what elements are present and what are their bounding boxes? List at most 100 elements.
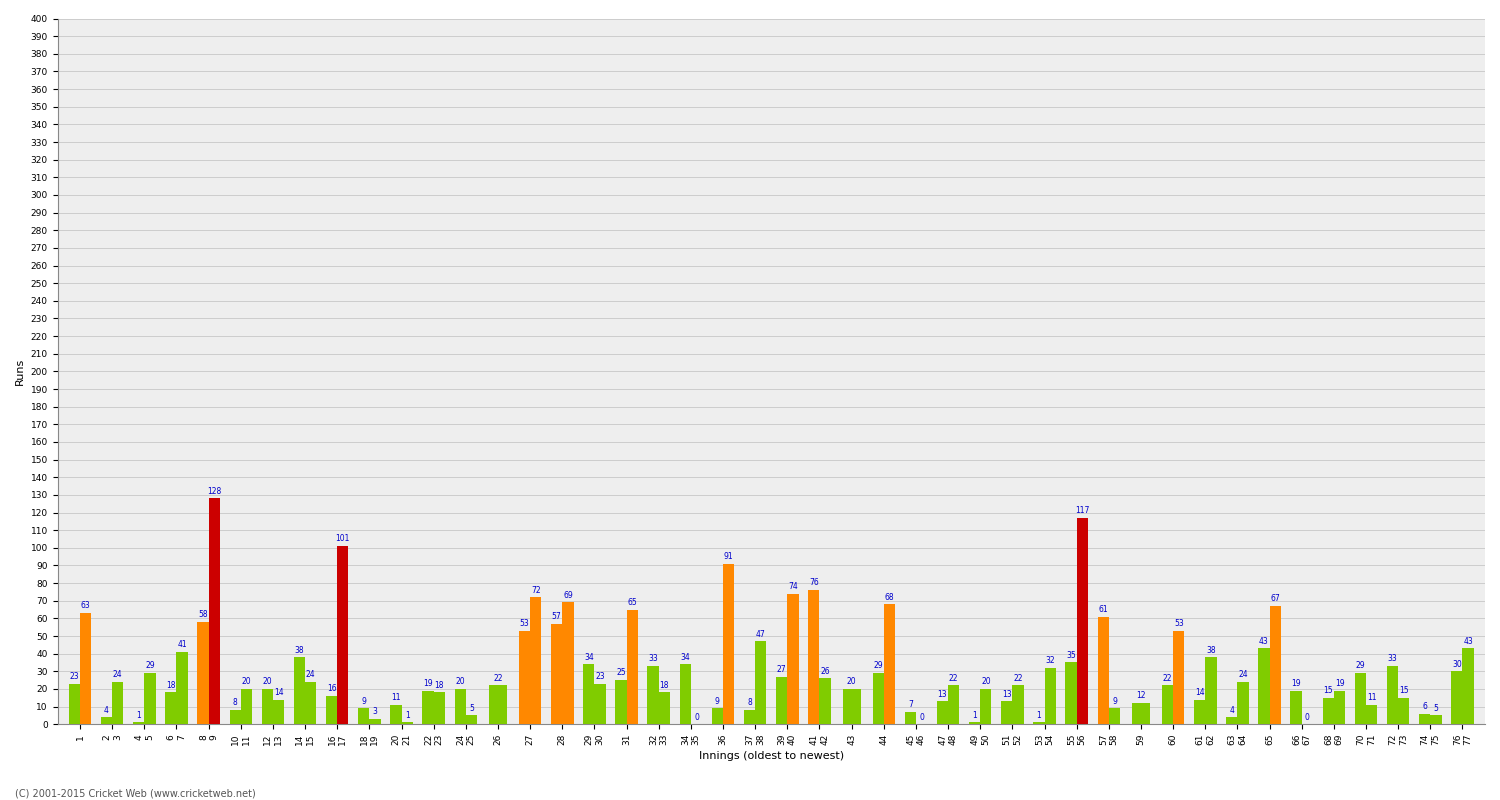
Text: 20: 20 (262, 678, 272, 686)
Bar (1269, 606, 1281, 724)
Text: 47: 47 (756, 630, 765, 638)
Text: 15: 15 (1323, 686, 1334, 695)
Bar (1194, 699, 1206, 724)
Text: 24: 24 (306, 670, 315, 679)
Bar (843, 689, 861, 724)
Bar (969, 722, 980, 724)
Bar (454, 689, 466, 724)
Bar (808, 590, 819, 724)
Text: 15: 15 (1400, 686, 1408, 695)
Text: 30: 30 (1452, 660, 1461, 669)
Bar (261, 689, 273, 724)
Bar (530, 597, 542, 724)
Text: 19: 19 (1335, 679, 1344, 688)
Text: 19: 19 (1292, 679, 1300, 688)
Bar (948, 686, 960, 724)
Bar (1258, 648, 1269, 724)
Text: 53: 53 (1174, 619, 1184, 628)
Bar (1366, 705, 1377, 724)
Bar (776, 677, 788, 724)
Bar (1013, 686, 1023, 724)
Text: 8: 8 (232, 698, 237, 707)
Text: 34: 34 (584, 653, 594, 662)
Text: 20: 20 (847, 678, 856, 686)
Bar (550, 624, 562, 724)
Bar (338, 546, 348, 724)
Text: (C) 2001-2015 Cricket Web (www.cricketweb.net): (C) 2001-2015 Cricket Web (www.cricketwe… (15, 788, 255, 798)
Text: 9: 9 (716, 697, 720, 706)
Bar (519, 630, 530, 724)
Bar (1290, 690, 1302, 724)
Text: 9: 9 (362, 697, 366, 706)
Text: 22: 22 (1162, 674, 1173, 682)
Text: 20: 20 (981, 678, 990, 686)
Text: 24: 24 (1239, 670, 1248, 679)
Text: 18: 18 (435, 681, 444, 690)
Text: 11: 11 (392, 693, 400, 702)
Text: 18: 18 (166, 681, 176, 690)
Text: 1: 1 (1036, 711, 1041, 720)
Bar (390, 705, 402, 724)
Text: 5: 5 (1434, 704, 1438, 713)
Bar (980, 689, 992, 724)
Text: 58: 58 (198, 610, 208, 619)
Bar (938, 702, 948, 724)
Bar (648, 666, 658, 724)
Bar (1000, 702, 1012, 724)
Text: 25: 25 (616, 669, 626, 678)
Bar (1077, 518, 1088, 724)
Bar (69, 684, 80, 724)
Text: 13: 13 (1002, 690, 1011, 698)
Text: 9: 9 (1112, 697, 1118, 706)
Bar (1462, 648, 1473, 724)
Text: 19: 19 (423, 679, 433, 688)
Text: 8: 8 (747, 698, 752, 707)
Text: 11: 11 (1366, 693, 1377, 702)
Bar (1108, 708, 1120, 724)
Bar (209, 498, 220, 724)
Bar (1431, 715, 1442, 724)
Text: 18: 18 (660, 681, 669, 690)
Bar (584, 664, 594, 724)
Bar (489, 686, 507, 724)
Text: 76: 76 (808, 578, 819, 587)
Text: 20: 20 (456, 678, 465, 686)
Text: 26: 26 (821, 666, 830, 676)
Text: 16: 16 (327, 684, 336, 694)
Bar (177, 652, 188, 724)
Text: 38: 38 (294, 646, 304, 654)
Bar (1226, 717, 1238, 724)
Text: 0: 0 (1305, 713, 1310, 722)
Text: 1: 1 (136, 711, 141, 720)
Text: 22: 22 (950, 674, 958, 682)
Bar (1388, 666, 1398, 724)
Text: 101: 101 (336, 534, 350, 543)
Bar (1334, 690, 1346, 724)
Bar (1206, 657, 1216, 724)
Text: 29: 29 (146, 662, 154, 670)
Bar (433, 693, 445, 724)
Text: 7: 7 (908, 700, 914, 710)
Bar (1065, 662, 1077, 724)
Bar (423, 690, 433, 724)
Bar (1098, 617, 1108, 724)
Bar (1238, 682, 1248, 724)
Text: 5: 5 (470, 704, 474, 713)
Text: 33: 33 (648, 654, 658, 663)
Bar (744, 710, 754, 724)
Bar (680, 664, 692, 724)
Bar (1419, 714, 1431, 724)
Bar (712, 708, 723, 724)
Bar (242, 689, 252, 724)
Text: 43: 43 (1462, 637, 1473, 646)
Bar (1162, 686, 1173, 724)
Bar (754, 642, 766, 724)
Text: 20: 20 (242, 678, 250, 686)
Bar (358, 708, 369, 724)
Text: 69: 69 (562, 591, 573, 600)
Y-axis label: Runs: Runs (15, 358, 26, 385)
Bar (304, 682, 316, 724)
Text: 57: 57 (552, 612, 561, 621)
Text: 67: 67 (1270, 594, 1280, 603)
Bar (134, 722, 144, 724)
